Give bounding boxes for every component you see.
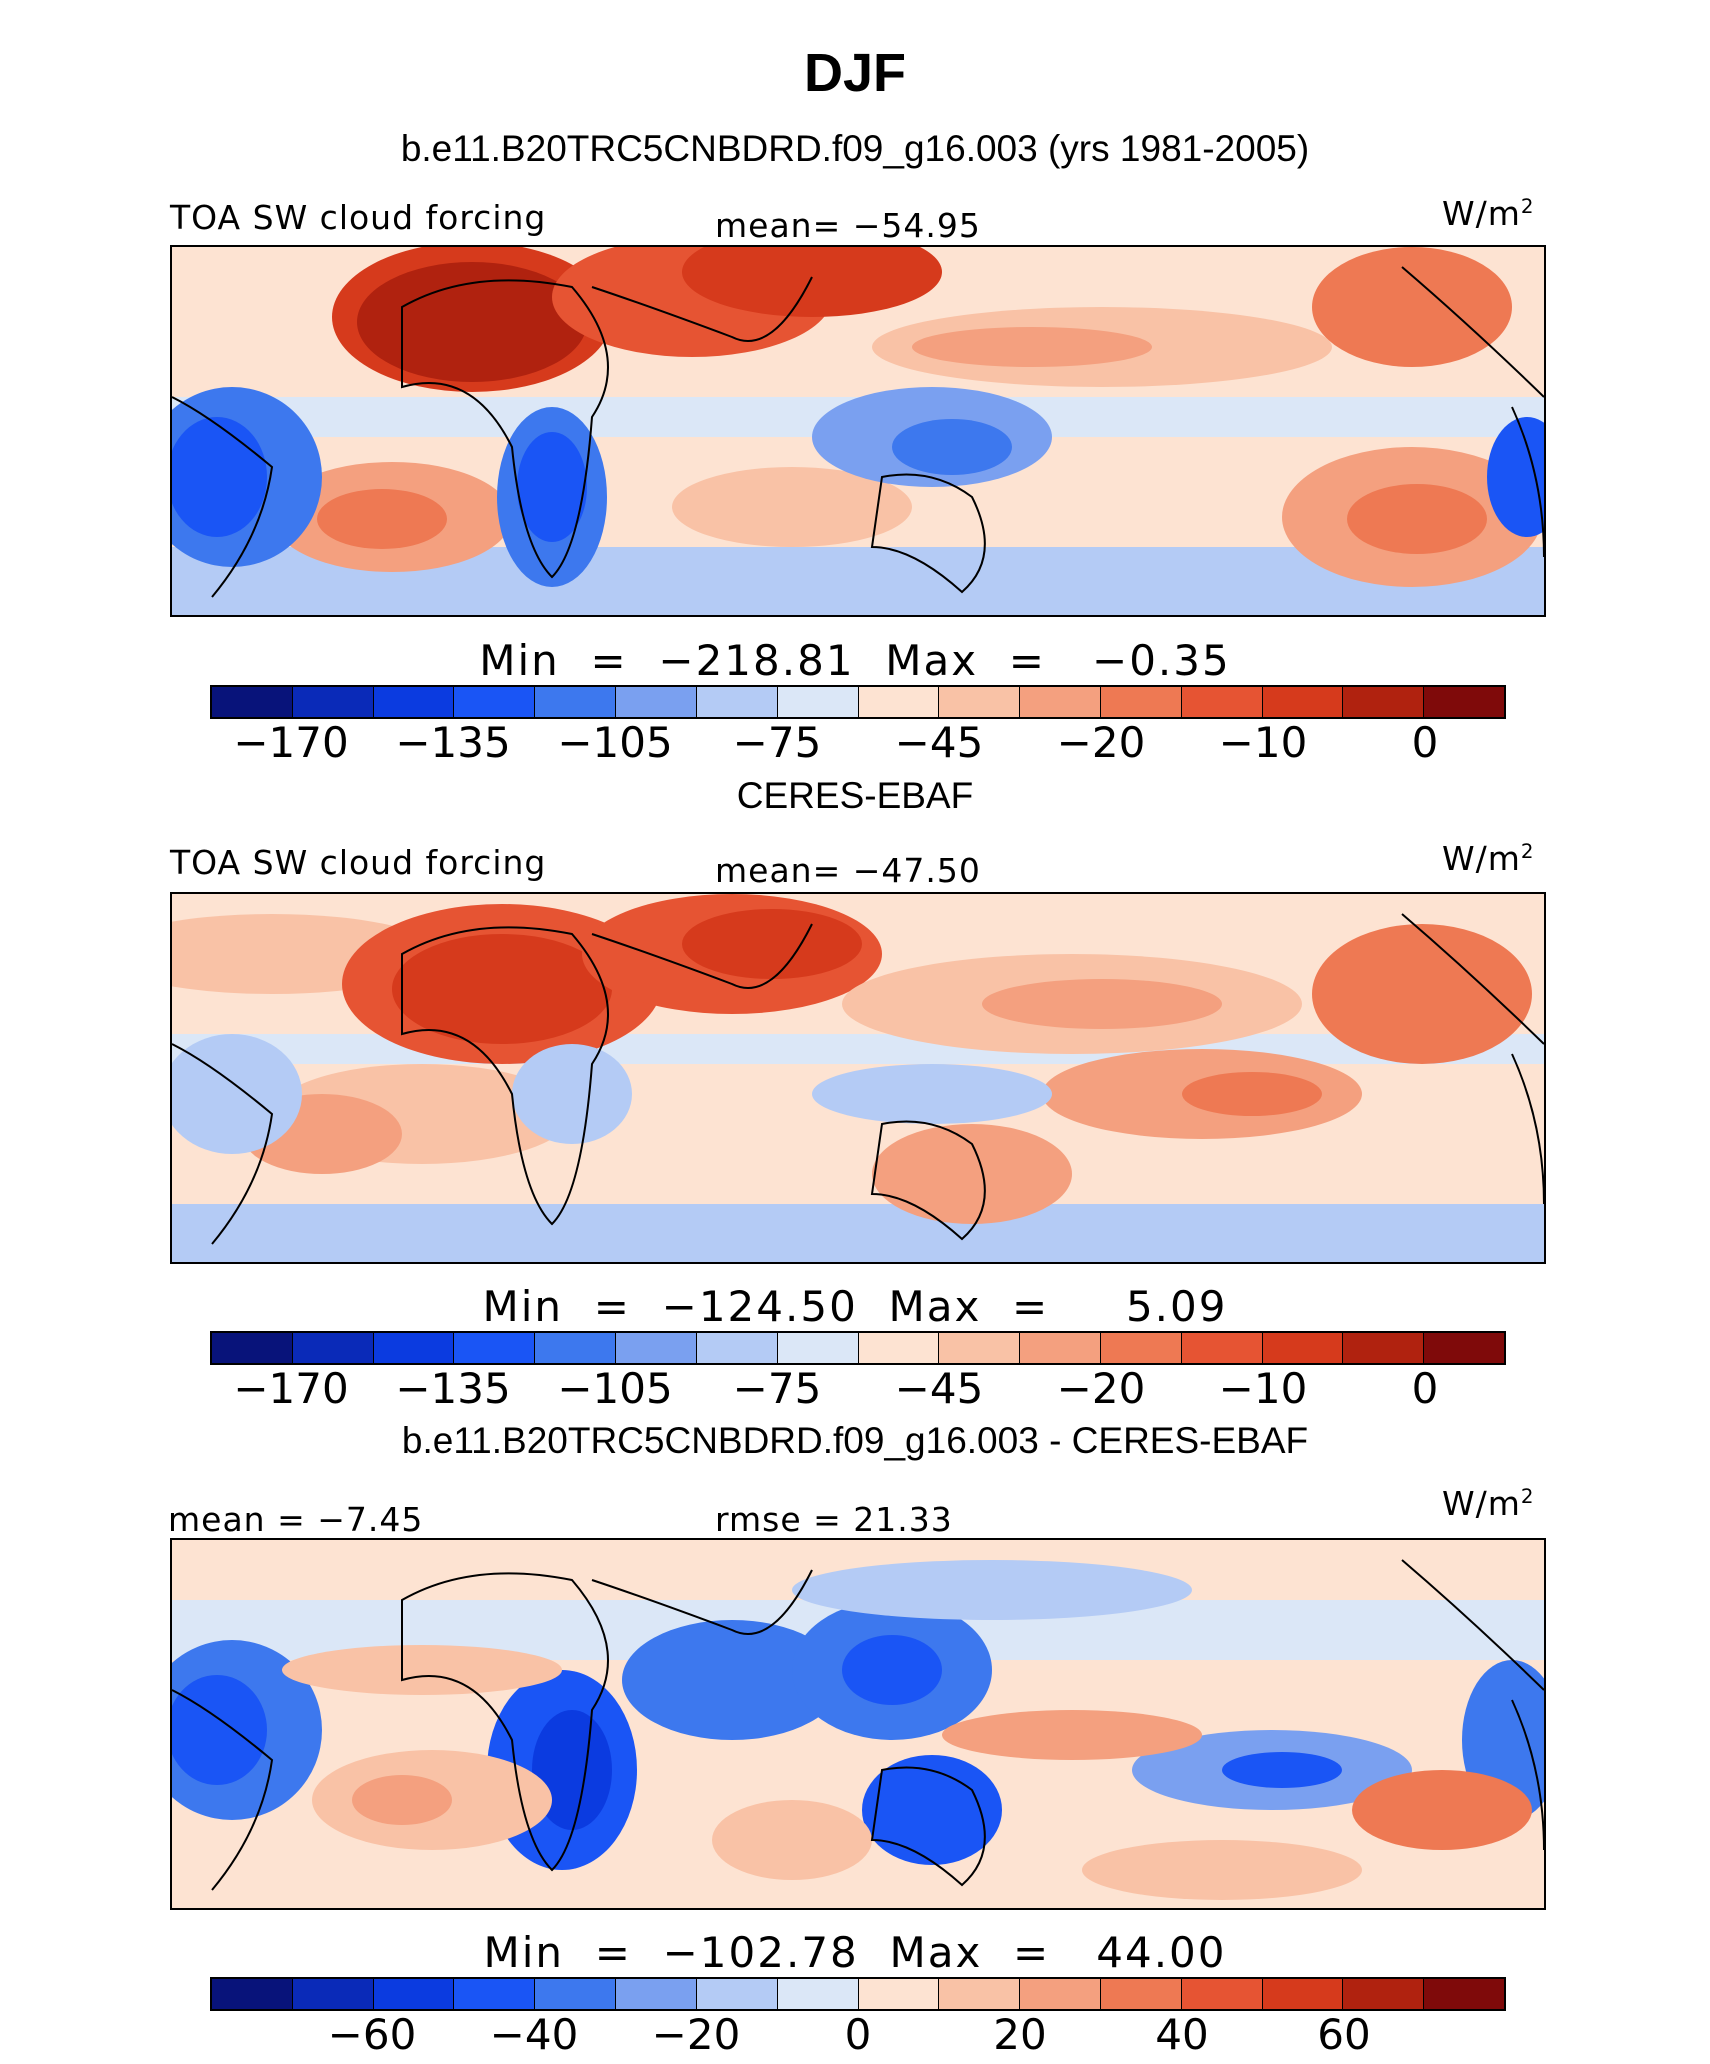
panel-1-heading: b.e11.B20TRC5CNBDRD.f09_g16.003 (yrs 198… xyxy=(400,128,1310,169)
colorbar-swatch xyxy=(373,1333,455,1363)
panel-1-map-field xyxy=(172,247,1544,615)
colorbar-swatch xyxy=(858,687,940,717)
colorbar-swatch xyxy=(858,1979,940,2009)
colorbar-swatch xyxy=(1424,1979,1504,2009)
colorbar-tick-label: 0 xyxy=(844,2010,872,2059)
colorbar-tick-label: −45 xyxy=(894,718,984,767)
colorbar-swatch xyxy=(1100,687,1182,717)
colorbar-swatch xyxy=(373,1979,455,2009)
colorbar-swatch xyxy=(696,1979,778,2009)
colorbar-swatch xyxy=(1424,1333,1504,1363)
colorbar-swatch xyxy=(777,1979,859,2009)
panel-3-mean-label: mean = −7.45 xyxy=(168,1500,424,1539)
colorbar-swatch xyxy=(212,1333,293,1363)
colorbar-tick-label: −10 xyxy=(1218,1364,1308,1413)
panel-2-minmax: Min = −124.50 Max = 5.09 xyxy=(482,1282,1228,1331)
panel-2-colorbar xyxy=(210,1331,1506,1365)
colorbar-swatch xyxy=(1020,1333,1101,1363)
colorbar-swatch xyxy=(535,1333,617,1363)
panel-3-colorbar xyxy=(210,1977,1506,2011)
colorbar-tick-label: 20 xyxy=(993,2010,1047,2059)
colorbar-tick-label: 0 xyxy=(1411,718,1439,767)
colorbar-swatch xyxy=(696,687,778,717)
colorbar-tick-label: −40 xyxy=(489,2010,579,2059)
panel-1-minmax: Min = −218.81 Max = −0.35 xyxy=(479,636,1231,685)
colorbar-swatch xyxy=(939,687,1021,717)
panel-3-map-field xyxy=(172,1540,1544,1908)
colorbar-swatch xyxy=(454,687,536,717)
colorbar-tick-label: −170 xyxy=(233,718,349,767)
colorbar-swatch xyxy=(535,1979,617,2009)
panel-1-variable-label: TOA SW cloud forcing xyxy=(170,198,547,237)
colorbar-swatch xyxy=(1020,1979,1101,2009)
colorbar-swatch xyxy=(1100,1333,1182,1363)
colorbar-swatch xyxy=(535,687,617,717)
colorbar-tick-label: 60 xyxy=(1317,2010,1371,2059)
colorbar-swatch xyxy=(1100,1979,1182,2009)
panel-2-units: W/m2 xyxy=(1442,839,1535,878)
panel-3-heading: b.e11.B20TRC5CNBDRD.f09_g16.003 - CERES-… xyxy=(401,1420,1309,1461)
colorbar-swatch xyxy=(1262,687,1344,717)
colorbar-tick-label: −105 xyxy=(557,718,673,767)
colorbar-swatch xyxy=(373,687,455,717)
panel-1-mean-label: mean= −54.95 xyxy=(715,206,981,245)
panel-2-colorbar-ticks: −170 −135 −105 −75 −45 −20 −10 0 xyxy=(210,1364,1506,1414)
colorbar-tick-label: −170 xyxy=(233,1364,349,1413)
colorbar-swatch xyxy=(696,1333,778,1363)
colorbar-tick-label: 40 xyxy=(1155,2010,1209,2059)
colorbar-tick-label: −20 xyxy=(1056,718,1146,767)
colorbar-swatch xyxy=(616,1979,697,2009)
colorbar-swatch xyxy=(212,687,293,717)
colorbar-tick-label: −20 xyxy=(1056,1364,1146,1413)
colorbar-swatch xyxy=(939,1979,1021,2009)
colorbar-swatch xyxy=(292,687,374,717)
panel-1-units: W/m2 xyxy=(1442,194,1535,233)
colorbar-swatch xyxy=(616,687,697,717)
colorbar-tick-label: −20 xyxy=(651,2010,741,2059)
panel-2-map xyxy=(170,892,1546,1264)
panel-2-mean-label: mean= −47.50 xyxy=(715,851,981,890)
colorbar-swatch xyxy=(1181,1333,1263,1363)
colorbar-tick-label: −75 xyxy=(732,718,822,767)
panel-3-rmse-label: rmse = 21.33 xyxy=(715,1500,953,1539)
colorbar-tick-label: −105 xyxy=(557,1364,673,1413)
panel-2-heading: CERES-EBAF xyxy=(736,775,974,816)
panel-1-colorbar-ticks: −170 −135 −105 −75 −45 −20 −10 0 xyxy=(210,718,1506,768)
colorbar-swatch xyxy=(1343,1979,1425,2009)
panel-1-map xyxy=(170,245,1546,617)
colorbar-tick-label: −10 xyxy=(1218,718,1308,767)
colorbar-tick-label: −75 xyxy=(732,1364,822,1413)
colorbar-swatch xyxy=(1181,1979,1263,2009)
colorbar-tick-label: −60 xyxy=(327,2010,417,2059)
colorbar-swatch xyxy=(454,1979,536,2009)
colorbar-swatch xyxy=(1020,687,1101,717)
colorbar-swatch xyxy=(1343,1333,1425,1363)
panel-2-map-field xyxy=(172,894,1544,1262)
colorbar-swatch xyxy=(1262,1333,1344,1363)
colorbar-swatch xyxy=(858,1333,940,1363)
colorbar-swatch xyxy=(777,1333,859,1363)
figure-title: DJF xyxy=(803,43,906,103)
colorbar-tick-label: −135 xyxy=(395,1364,511,1413)
colorbar-swatch xyxy=(292,1333,374,1363)
colorbar-swatch xyxy=(1343,687,1425,717)
colorbar-swatch xyxy=(777,687,859,717)
panel-3-colorbar-ticks: −60 −40 −20 0 20 40 60 xyxy=(210,2010,1506,2060)
panel-3-map xyxy=(170,1538,1546,1910)
panel-3-minmax: Min = −102.78 Max = 44.00 xyxy=(483,1928,1227,1977)
colorbar-swatch xyxy=(292,1979,374,2009)
panel-2-variable-label: TOA SW cloud forcing xyxy=(170,843,547,882)
colorbar-swatch xyxy=(212,1979,293,2009)
colorbar-tick-label: −45 xyxy=(894,1364,984,1413)
colorbar-swatch xyxy=(616,1333,697,1363)
colorbar-swatch xyxy=(1181,687,1263,717)
colorbar-swatch xyxy=(1424,687,1504,717)
panel-1-colorbar xyxy=(210,685,1506,719)
colorbar-tick-label: −135 xyxy=(395,718,511,767)
colorbar-swatch xyxy=(1262,1979,1344,2009)
colorbar-swatch xyxy=(939,1333,1021,1363)
colorbar-tick-label: 0 xyxy=(1411,1364,1439,1413)
panel-3-units: W/m2 xyxy=(1442,1484,1535,1523)
colorbar-swatch xyxy=(454,1333,536,1363)
